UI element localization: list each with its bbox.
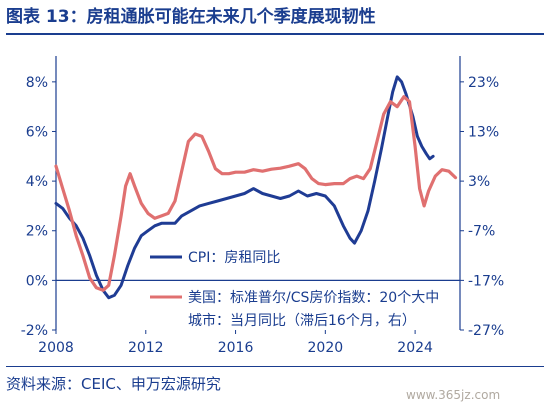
legend-label-house-price-line1: 美国：标准普尔/CS房价指数：20个大中 [188,290,439,306]
title-divider [6,33,544,35]
footer-divider [6,366,544,367]
left-tick-label: 0% [26,273,48,289]
right-tick-label: 13% [468,124,499,140]
chart-title: 图表 13：房租通胀可能在未来几个季度展现韧性 [6,7,376,27]
x-tick-label: 2012 [128,340,164,356]
series-cpi-rent-line [54,75,435,300]
legend-label-house-price-line2: 城市：当月同比（滞后16个月，右） [188,312,416,329]
right-tick-label: -17% [468,273,504,289]
right-tick-label: -7% [468,224,495,240]
right-tick-label: 3% [468,174,490,190]
watermark: www.365jz.com [406,388,501,402]
left-tick-label: -2% [21,323,48,339]
chart-series [54,75,458,300]
x-tick-label: 2024 [397,340,433,356]
source-note: 资料来源：CEIC、申万宏源研究 [6,375,221,393]
right-tick-label: -27% [468,323,504,339]
left-tick-label: 4% [26,174,48,190]
x-tick-label: 2008 [38,340,74,356]
series-house-price-line [54,95,458,292]
right-tick-label: 23% [468,75,499,91]
chart-axes: 8% 6% 4% 2% 0% -2% 23% 13% 3% -7% -17% -27% 2008 2012… [21,56,504,356]
left-tick-label: 6% [26,124,48,140]
legend-label-cpi: CPI：房租同比 [188,250,280,266]
chart-legend: CPI：房租同比美国：标准普尔/CS房价指数：20个大中城市：当月同比（滞后16… [150,250,439,329]
x-tick-label: 2016 [218,340,254,356]
left-tick-label: 8% [26,75,48,91]
x-tick-label: 2020 [308,340,344,356]
left-tick-label: 2% [26,224,48,240]
